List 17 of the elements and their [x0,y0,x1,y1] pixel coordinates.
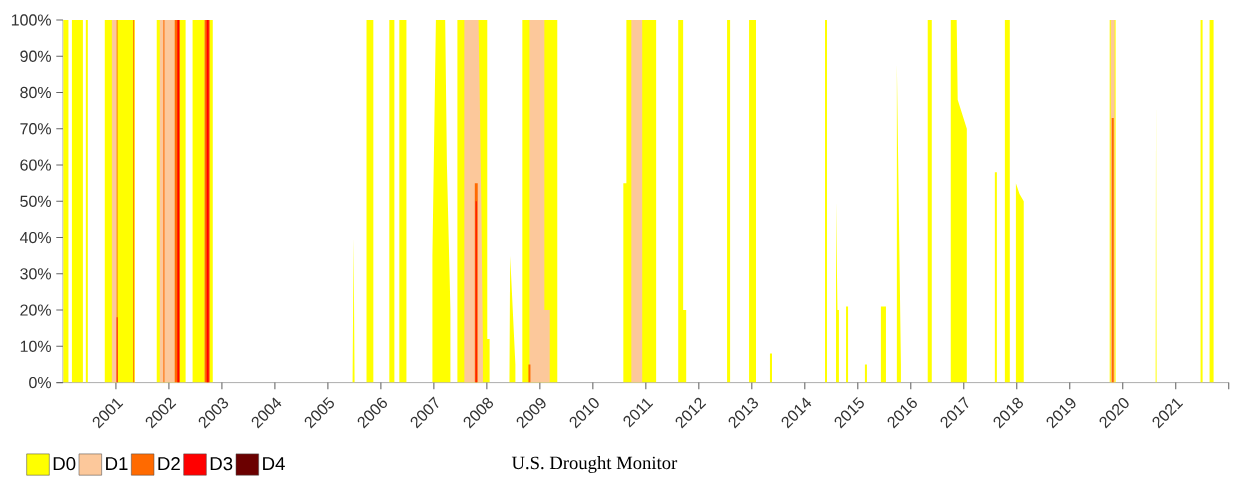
y-tick-label: 10% [20,340,52,352]
legend-label: D0 [53,456,76,471]
y-tick-label: 30% [20,268,52,280]
y-tick-label: 0% [29,376,52,389]
legend-label: D4 [263,457,285,470]
text: U.S. Drought Monitor [511,455,678,473]
y-tick-label: 60% [20,159,52,171]
y-tick-label: 40% [19,231,52,244]
y-tick-label: 50% [20,195,52,207]
legend-label: D3 [210,456,233,471]
y-tick-label: 20% [20,304,52,316]
legend-label: D1 [106,457,128,470]
y-tick-label: 70% [20,123,52,135]
legend-label: D2 [158,456,180,470]
y-tick-label: 80% [20,86,52,99]
y-tick-label: 90% [20,50,52,62]
y-tick-label: 100% [11,14,51,26]
